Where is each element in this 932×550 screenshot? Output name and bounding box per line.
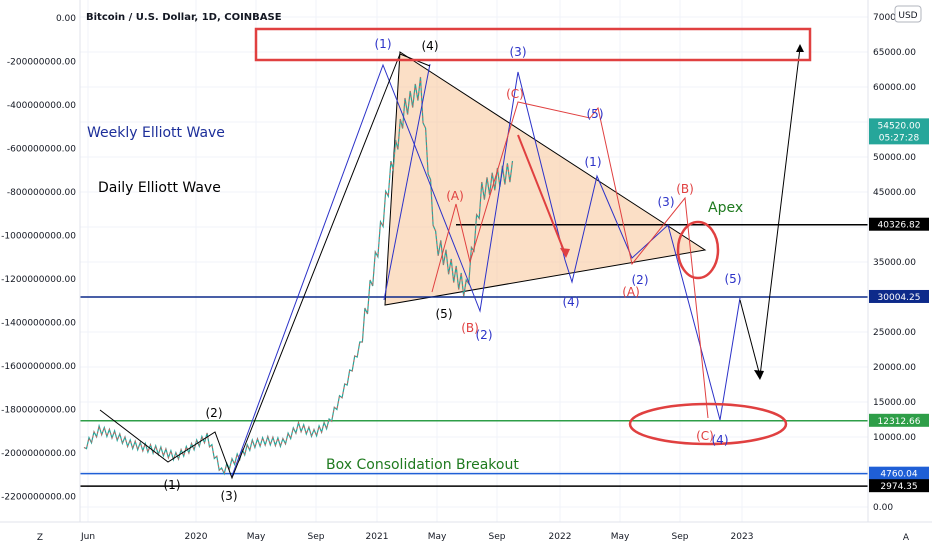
daily-elliott-label: Daily Elliott Wave [98,180,221,196]
apex-circle [676,220,720,280]
elliott-wave-blue-daily [383,63,431,301]
price-tag-value: 12312.66 [878,417,921,427]
wave-label-blue-4b: (4) [712,433,729,447]
currency-badge[interactable] [894,5,922,23]
left-axis-tick: -200000000.00 [7,58,76,68]
left-axis-tick: -1600000000.00 [1,362,76,372]
time-axis-tick: Sep [489,532,506,542]
price-tag-value: 54520.00 [878,121,921,131]
price-tag [869,289,929,303]
right-axis-tick: 65000.00 [873,48,916,58]
wave-label-blue-1b: (1) [585,155,602,169]
price-line-down [83,76,513,475]
left-axis-tick: -1200000000.00 [1,275,76,285]
elliott-wave-red [431,101,709,419]
wave-label-blue-1: (1) [375,37,392,51]
apex-label: Apex [708,200,743,216]
box-breakout-label: Box Consolidation Breakout [326,457,519,473]
right-axis-tick: 25000.00 [873,328,916,338]
wave-label-red-B2: (B) [676,182,694,196]
right-axis-tick: 10000.00 [873,433,916,443]
price-tag [869,217,929,231]
auto-scale-toggle[interactable]: A [903,533,910,543]
right-axis-tick: 35000.00 [873,258,916,268]
red-arrowhead [560,248,570,258]
price-tags: 54520.00 05:27:28 40326.82 30004.25 12312.66… [869,118,929,493]
time-axis-tick: Sep [672,532,689,542]
wave-label-blue-3b: (3) [658,195,675,209]
price-series [83,76,514,476]
time-axis-tick: May [611,532,630,542]
target-ellipse [628,402,788,446]
wave-label-blue-3: (3) [510,45,527,59]
chart-title: Bitcoin / U.S. Dollar, 1D, COINBASE [86,12,282,23]
wave-label-red-A2: (A) [622,285,640,299]
wave-label-red-B: (B) [461,321,479,335]
left-axis-tick: -800000000.00 [7,188,76,198]
right-axis-tick: 20000.00 [873,363,916,373]
wave-label-red-C2: (C) [696,429,714,443]
right-axis-tick: 45000.00 [873,188,916,198]
price-tag-value: 4760.04 [880,470,917,480]
weekly-elliott-label: Weekly Elliott Wave [87,125,225,141]
time-axis-tick: May [247,532,266,542]
wave-label-blue-5: (5) [587,107,604,121]
target-box [254,27,812,62]
wave-label-red-A: (A) [446,189,464,203]
right-axis-tick: 0.00 [873,503,893,513]
elliott-wave-black [99,53,431,480]
time-axis-tick: 2021 [366,532,389,542]
price-tag-value: 2974.35 [880,482,917,492]
left-axis-tick: -2000000000.00 [1,449,76,459]
time-axis-tick: Jun [80,532,95,542]
wave-label-black-3: (3) [221,489,238,503]
wave-label-black-5: (5) [436,307,453,321]
price-tag [869,479,929,493]
right-axis-tick: 15000.00 [873,398,916,408]
left-axis-tick: -1000000000.00 [1,232,76,242]
arrowhead-black-mid [754,370,764,380]
time-axis-tick: May [428,532,447,542]
price-tag-value: 40326.82 [878,221,921,231]
right-price-axis[interactable]: 0.005000.0010000.0015000.0020000.0025000… [873,13,916,513]
left-axis-tick: -400000000.00 [7,101,76,111]
left-axis-tick: -1400000000.00 [1,319,76,329]
left-price-axis[interactable]: 0.00 -200000000.00 -400000000.00 -600000000… [1,14,76,503]
price-tag [869,466,929,480]
wave-label-black-2: (2) [206,406,223,420]
time-axis-tick: 2023 [731,532,754,542]
left-scale-toggle[interactable]: Z [37,533,43,543]
wave-label-black-4: (4) [422,39,439,53]
left-axis-tick: -1800000000.00 [1,406,76,416]
time-axis-tick: 2022 [549,532,572,542]
time-axis[interactable]: Jun 2020 May Sep 2021 May Sep 2022 May Sep 2023 [80,532,753,542]
time-axis-tick: 2020 [185,532,208,542]
currency-label: USD [898,11,917,21]
left-axis-tick: -2200000000.00 [1,493,76,503]
elliott-wave-blue-weekly [231,63,741,477]
price-tag [869,413,929,427]
price-tag [869,118,929,145]
wave-label-black-1: (1) [164,478,181,492]
right-axis-tick: 50000.00 [873,153,916,163]
left-axis-tick: -600000000.00 [7,145,76,155]
wave-label-blue-2: (2) [476,328,493,342]
red-arrow-projection [517,134,567,257]
wave-label-blue-5b: (5) [725,272,742,286]
wave-label-blue-2b: (2) [632,273,649,287]
time-axis-tick: Sep [308,532,325,542]
right-axis-tick: 60000.00 [873,83,916,93]
left-axis-tick: 0.00 [56,14,76,24]
wave-label-red-C: (C) [506,87,524,101]
price-tag-value: 30004.25 [878,293,921,303]
arrowhead-black-top [796,44,804,52]
price-tag-countdown: 05:27:28 [879,133,920,143]
wave-label-blue-4: (4) [563,295,580,309]
